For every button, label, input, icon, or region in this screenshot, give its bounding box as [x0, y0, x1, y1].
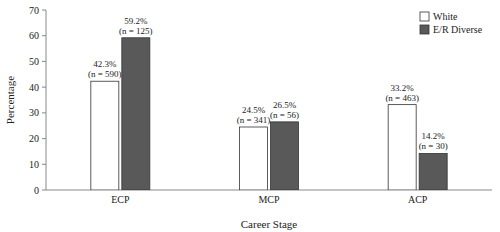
legend-label: White: [433, 11, 458, 22]
chart-container: 0 10 20 30 40 50 60 70 Percentage Career Stage ECP…: [0, 0, 500, 232]
data-label: 14.2%: [422, 131, 446, 141]
x-tick-label: MCP: [258, 194, 280, 205]
data-label: 26.5%: [273, 100, 297, 110]
bar: [271, 122, 299, 190]
y-tick-label: 70: [29, 5, 39, 16]
y-tick: [42, 35, 46, 36]
n-label: (n = 341): [237, 115, 271, 125]
bar: [240, 127, 268, 190]
y-axis-label: Percentage: [4, 76, 16, 124]
n-label: (n = 30): [419, 141, 448, 151]
bar: [419, 153, 447, 190]
y-tick-label: 50: [29, 56, 39, 67]
y-tick: [42, 112, 46, 113]
x-tick-label: ACP: [408, 194, 428, 205]
x-axis-label: Career Stage: [241, 218, 298, 230]
bar: [91, 81, 119, 190]
y-tick: [42, 10, 46, 11]
y-tick: [42, 138, 46, 139]
y-tick-label: 60: [29, 30, 39, 41]
bar: [122, 38, 150, 190]
n-label: (n = 463): [385, 93, 419, 103]
data-label: 33.2%: [391, 83, 415, 93]
y-tick: [42, 164, 46, 165]
legend-swatch: [420, 12, 429, 21]
y-axis: [46, 10, 47, 190]
y-tick-label: 10: [29, 159, 39, 170]
data-labels: 42.3%(n = 590) 24.5%(n = 341) 33.2%(n = 46…: [88, 16, 448, 152]
x-tick-label: ECP: [111, 194, 130, 205]
data-label: 59.2%: [124, 16, 148, 26]
n-label: (n = 590): [88, 69, 122, 79]
legend-label: E/R Diverse: [433, 24, 483, 35]
y-tick-label: 20: [29, 133, 39, 144]
n-label: (n = 56): [270, 110, 299, 120]
data-label: 42.3%: [93, 59, 117, 69]
y-tick-label: 40: [29, 82, 39, 93]
y-tick: [42, 87, 46, 88]
bar: [388, 105, 416, 190]
legend: White E/R Diverse: [420, 11, 483, 35]
y-tick-label: 30: [29, 107, 39, 118]
y-tick: [42, 61, 46, 62]
legend-swatch: [420, 25, 429, 34]
y-tick: [42, 190, 46, 191]
n-label: (n = 125): [119, 26, 153, 36]
bars: [91, 38, 447, 190]
y-tick-label: 0: [34, 185, 39, 196]
data-label: 24.5%: [242, 105, 266, 115]
chart-svg: 0 10 20 30 40 50 60 70 Percentage Career Stage ECP…: [0, 0, 500, 232]
